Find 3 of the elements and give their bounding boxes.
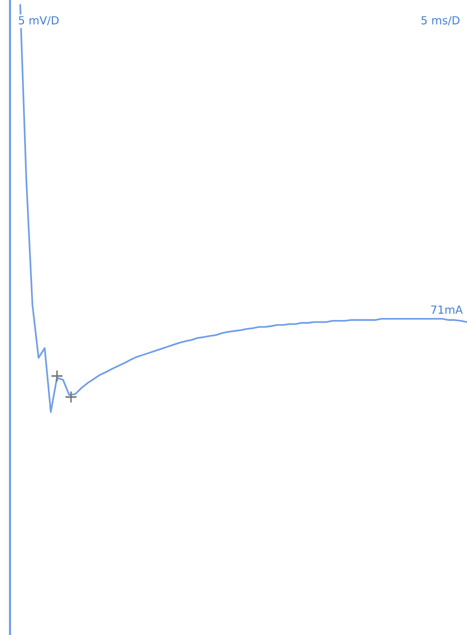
annotation: 5 mV/D — [18, 16, 59, 26]
annotation: 5 ms/D — [421, 16, 460, 26]
annotation: 71mA — [431, 306, 463, 314]
